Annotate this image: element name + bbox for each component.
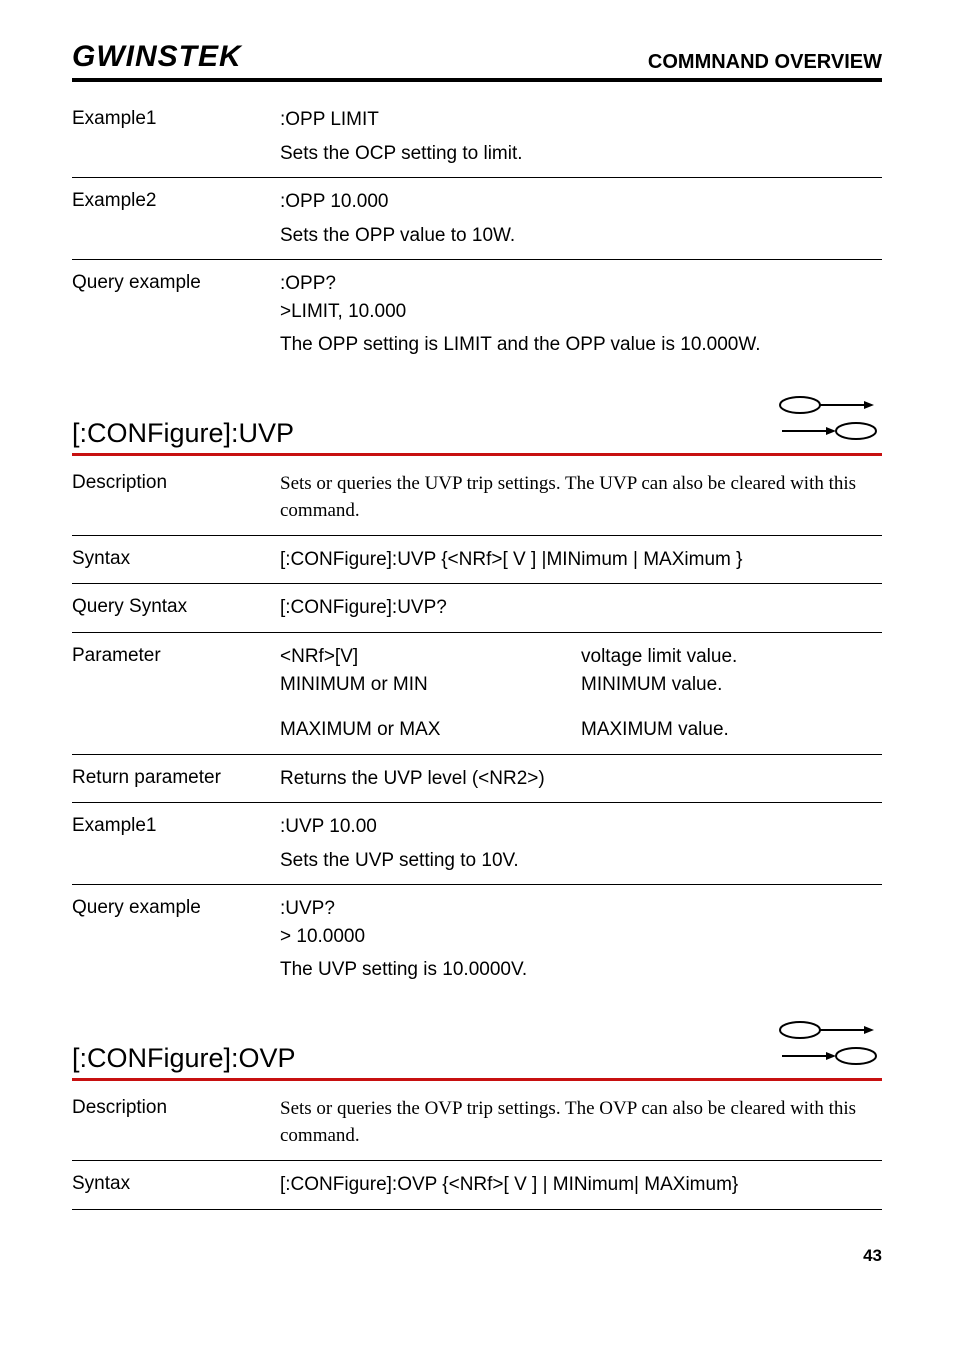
uvp-example1-cmd: :UVP 10.00	[280, 813, 882, 841]
uvp-syntax-label: Syntax	[72, 546, 280, 574]
example1-label: Example1	[72, 106, 280, 167]
uvp-return-param-label: Return parameter	[72, 765, 280, 793]
row-divider	[72, 259, 882, 260]
uvp-query-resp: > 10.0000	[280, 923, 882, 951]
example1-desc: Sets the OCP setting to limit.	[280, 140, 882, 168]
uvp-syntax-text: [:CONFigure]:UVP {<NRf>[ V ] |MINimum | …	[280, 546, 882, 574]
uvp-example1-label: Example1	[72, 813, 280, 874]
example2-label: Example2	[72, 188, 280, 249]
uvp-query-label: Query example	[72, 895, 280, 984]
ovp-syntax-text: [:CONFigure]:OVP {<NRf>[ V ] | MINimum| …	[280, 1171, 882, 1199]
query-cmd: :OPP?	[280, 270, 882, 298]
section-underline	[72, 1078, 882, 1081]
set-query-icon	[774, 1016, 882, 1074]
uvp-description-text: Sets or queries the UVP trip settings. T…	[280, 470, 882, 525]
uvp-example1-desc: Sets the UVP setting to 10V.	[280, 847, 882, 875]
uvp-param-min-desc: MINIMUM value.	[581, 671, 882, 699]
ovp-syntax-label: Syntax	[72, 1171, 280, 1199]
row-divider	[72, 884, 882, 885]
row-divider	[72, 802, 882, 803]
query-resp: >LIMIT, 10.000	[280, 298, 882, 326]
example1-cmd: :OPP LIMIT	[280, 106, 882, 134]
uvp-param-nrf: <NRf>[V]	[280, 643, 581, 671]
row-divider	[72, 535, 882, 536]
uvp-query-cmd: :UVP?	[280, 895, 882, 923]
row-divider	[72, 583, 882, 584]
uvp-query-syntax-label: Query Syntax	[72, 594, 280, 622]
logo: GWINSTEK	[72, 40, 242, 74]
example2-desc: Sets the OPP value to 10W.	[280, 222, 882, 250]
example2-cmd: :OPP 10.000	[280, 188, 882, 216]
ovp-description-label: Description	[72, 1095, 280, 1150]
row-divider	[72, 1160, 882, 1161]
row-divider	[72, 632, 882, 633]
query-desc: The OPP setting is LIMIT and the OPP val…	[280, 331, 882, 359]
row-divider	[72, 754, 882, 755]
uvp-param-nrf-desc: voltage limit value.	[581, 643, 882, 671]
row-divider	[72, 1209, 882, 1210]
uvp-query-syntax-text: [:CONFigure]:UVP?	[280, 594, 882, 622]
header-divider	[72, 78, 882, 82]
uvp-param-max-desc: MAXIMUM value.	[581, 716, 882, 744]
row-divider	[72, 177, 882, 178]
section-ovp-heading: [:CONFigure]:OVP	[72, 1043, 296, 1074]
uvp-query-desc: The UVP setting is 10.0000V.	[280, 956, 882, 984]
uvp-param-min: MINIMUM or MIN	[280, 671, 581, 699]
uvp-return-param-text: Returns the UVP level (<NR2>)	[280, 765, 882, 793]
section-underline	[72, 453, 882, 456]
header-title: COMMNAND OVERVIEW	[648, 51, 882, 74]
ovp-description-text: Sets or queries the OVP trip settings. T…	[280, 1095, 882, 1150]
section-uvp-heading: [:CONFigure]:UVP	[72, 418, 294, 449]
uvp-parameter-label: Parameter	[72, 643, 280, 744]
uvp-description-label: Description	[72, 470, 280, 525]
uvp-param-max: MAXIMUM or MAX	[280, 716, 581, 744]
query-label: Query example	[72, 270, 280, 359]
page-number: 43	[72, 1246, 882, 1266]
set-query-icon	[774, 391, 882, 449]
